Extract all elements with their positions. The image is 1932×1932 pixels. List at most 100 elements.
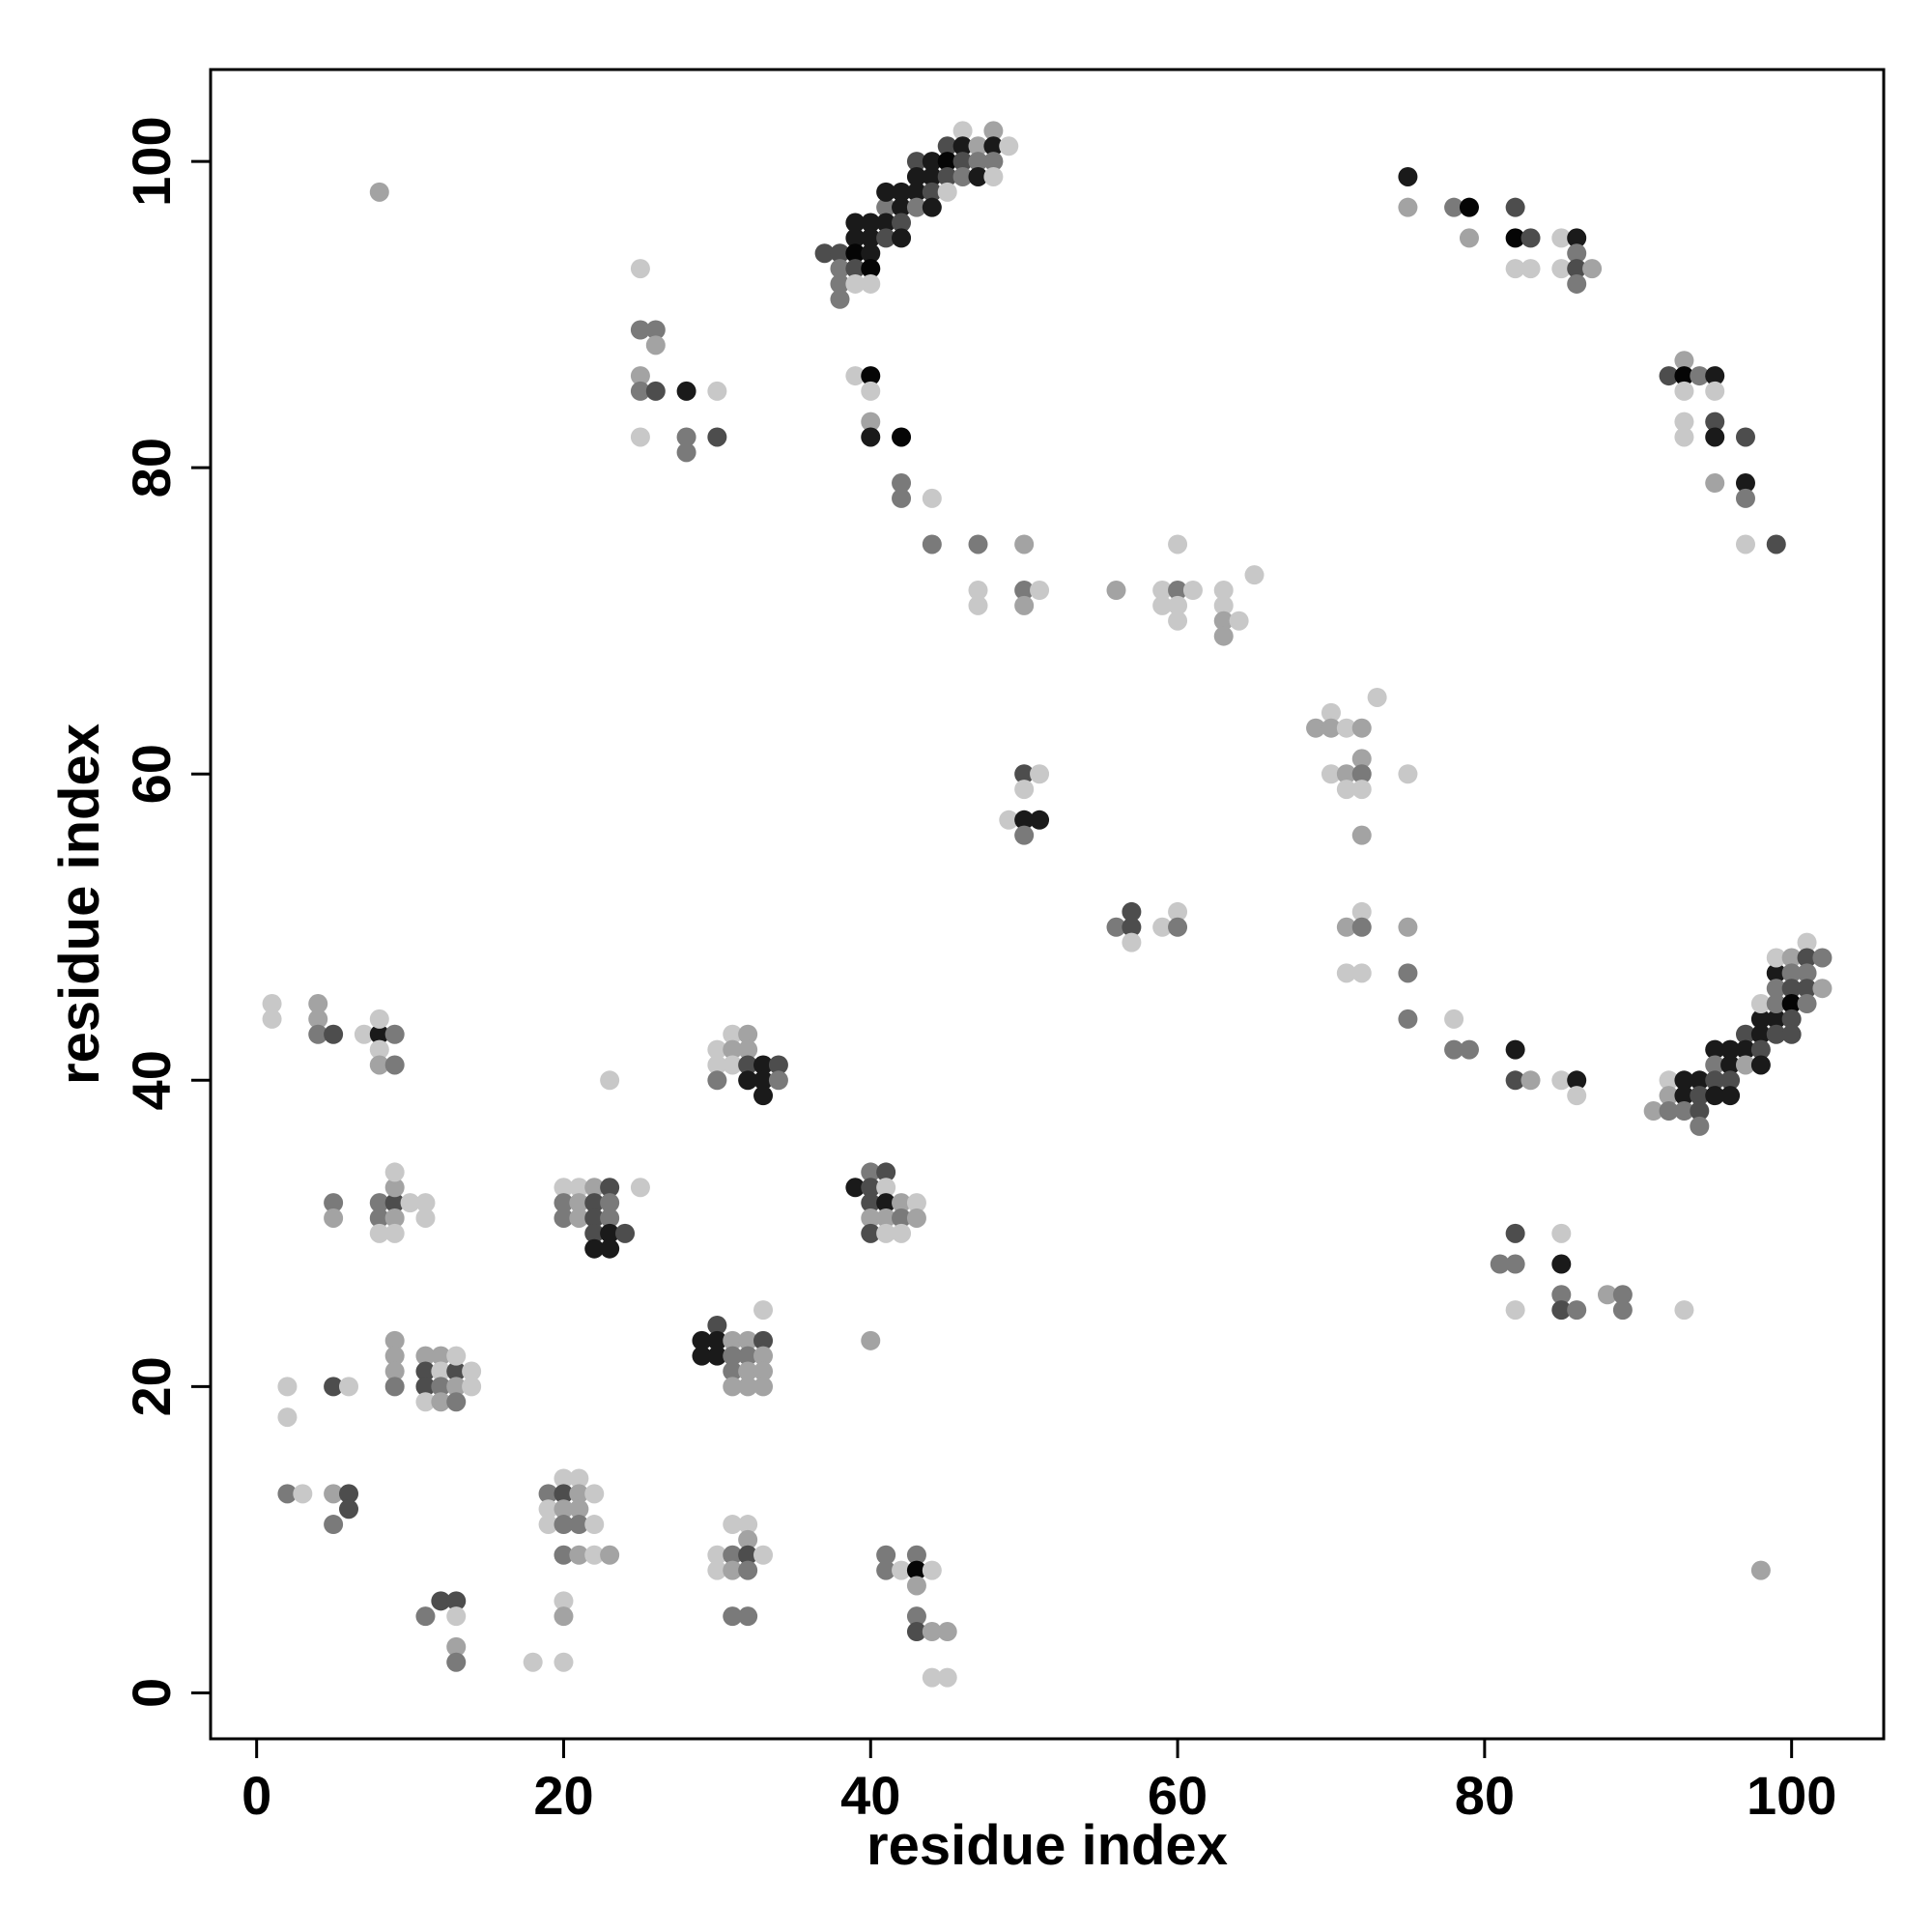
data-point — [692, 1330, 712, 1350]
data-point — [968, 595, 988, 615]
data-point — [538, 1515, 558, 1535]
data-point — [876, 1545, 896, 1565]
data-point — [1674, 351, 1694, 371]
data-point — [1551, 1223, 1572, 1243]
data-point — [861, 1208, 881, 1228]
data-point — [1766, 534, 1786, 554]
data-point — [1781, 1009, 1802, 1029]
x-tick-label: 60 — [1148, 1765, 1208, 1826]
data-point — [1750, 1009, 1771, 1029]
data-point — [1244, 565, 1264, 585]
data-point — [324, 1377, 344, 1397]
x-tick-label: 40 — [840, 1765, 900, 1826]
data-point — [339, 1499, 359, 1520]
data-point — [600, 1238, 620, 1259]
data-point — [1168, 901, 1188, 922]
data-point — [554, 1208, 574, 1228]
data-point — [645, 381, 666, 401]
data-point — [707, 1039, 727, 1060]
data-point — [861, 259, 881, 279]
data-point — [600, 1208, 620, 1228]
data-point — [462, 1361, 482, 1381]
data-point — [630, 381, 650, 401]
data-point — [415, 1346, 436, 1366]
data-point — [1551, 228, 1572, 248]
data-point — [1705, 1039, 1725, 1060]
data-point — [830, 273, 850, 294]
data-point — [1398, 197, 1418, 217]
data-point — [630, 259, 650, 279]
data-point — [538, 1499, 558, 1520]
data-point — [554, 1193, 574, 1213]
y-axis-title: residue index — [48, 724, 111, 1085]
data-point — [384, 1178, 405, 1198]
data-point — [415, 1361, 436, 1381]
data-point — [861, 228, 881, 248]
data-point — [707, 1330, 727, 1350]
data-point — [753, 1300, 774, 1321]
data-point — [952, 166, 973, 186]
data-point — [1014, 810, 1035, 830]
data-point — [1567, 259, 1587, 279]
data-point — [1351, 963, 1372, 983]
data-point — [446, 1346, 467, 1366]
data-point — [1720, 1070, 1741, 1091]
data-point — [952, 136, 973, 156]
data-point — [738, 1346, 758, 1366]
data-point — [569, 1515, 589, 1535]
data-point — [600, 1545, 620, 1565]
data-point — [554, 1606, 574, 1627]
data-point — [584, 1484, 605, 1504]
data-point — [1014, 764, 1035, 784]
data-point — [1398, 764, 1418, 784]
data-point — [1597, 1285, 1617, 1305]
plot-frame — [209, 68, 1886, 1741]
x-axis-title: residue index — [867, 1814, 1228, 1877]
data-point — [1766, 1009, 1786, 1029]
data-point — [1705, 366, 1725, 386]
data-point — [415, 1208, 436, 1228]
data-point — [968, 152, 988, 172]
data-point — [1812, 979, 1833, 999]
data-point — [1014, 780, 1035, 800]
data-point — [738, 1515, 758, 1535]
data-point — [415, 1392, 436, 1412]
data-point — [615, 1223, 636, 1243]
data-point — [922, 182, 942, 202]
data-point — [937, 166, 957, 186]
data-point — [1690, 1101, 1710, 1122]
data-point — [1735, 1024, 1755, 1044]
data-point — [554, 1499, 574, 1520]
data-point — [1690, 1086, 1710, 1106]
data-point — [937, 136, 957, 156]
data-point — [1168, 581, 1188, 601]
data-point — [1505, 1070, 1525, 1091]
data-point — [1520, 1070, 1541, 1091]
x-tick-label: 0 — [242, 1765, 271, 1826]
data-point — [707, 1346, 727, 1366]
data-point — [262, 994, 282, 1014]
data-point — [892, 213, 912, 233]
data-point — [861, 1330, 881, 1350]
data-point — [293, 1484, 313, 1504]
data-point — [1674, 427, 1694, 447]
data-point — [1152, 917, 1173, 937]
data-point — [1674, 412, 1694, 432]
data-point — [738, 1377, 758, 1397]
data-point — [892, 473, 912, 494]
data-point — [1152, 595, 1173, 615]
data-point — [1674, 1101, 1694, 1122]
data-point — [308, 994, 328, 1014]
data-point — [645, 335, 666, 355]
data-point — [324, 1024, 344, 1044]
data-point — [277, 1484, 298, 1504]
data-point — [584, 1208, 605, 1228]
data-point — [1705, 412, 1725, 432]
data-point — [384, 1377, 405, 1397]
data-point — [753, 1545, 774, 1565]
data-point — [906, 1576, 926, 1596]
data-point — [738, 1545, 758, 1565]
data-point — [952, 121, 973, 141]
data-point — [600, 1223, 620, 1243]
data-point — [906, 1606, 926, 1627]
